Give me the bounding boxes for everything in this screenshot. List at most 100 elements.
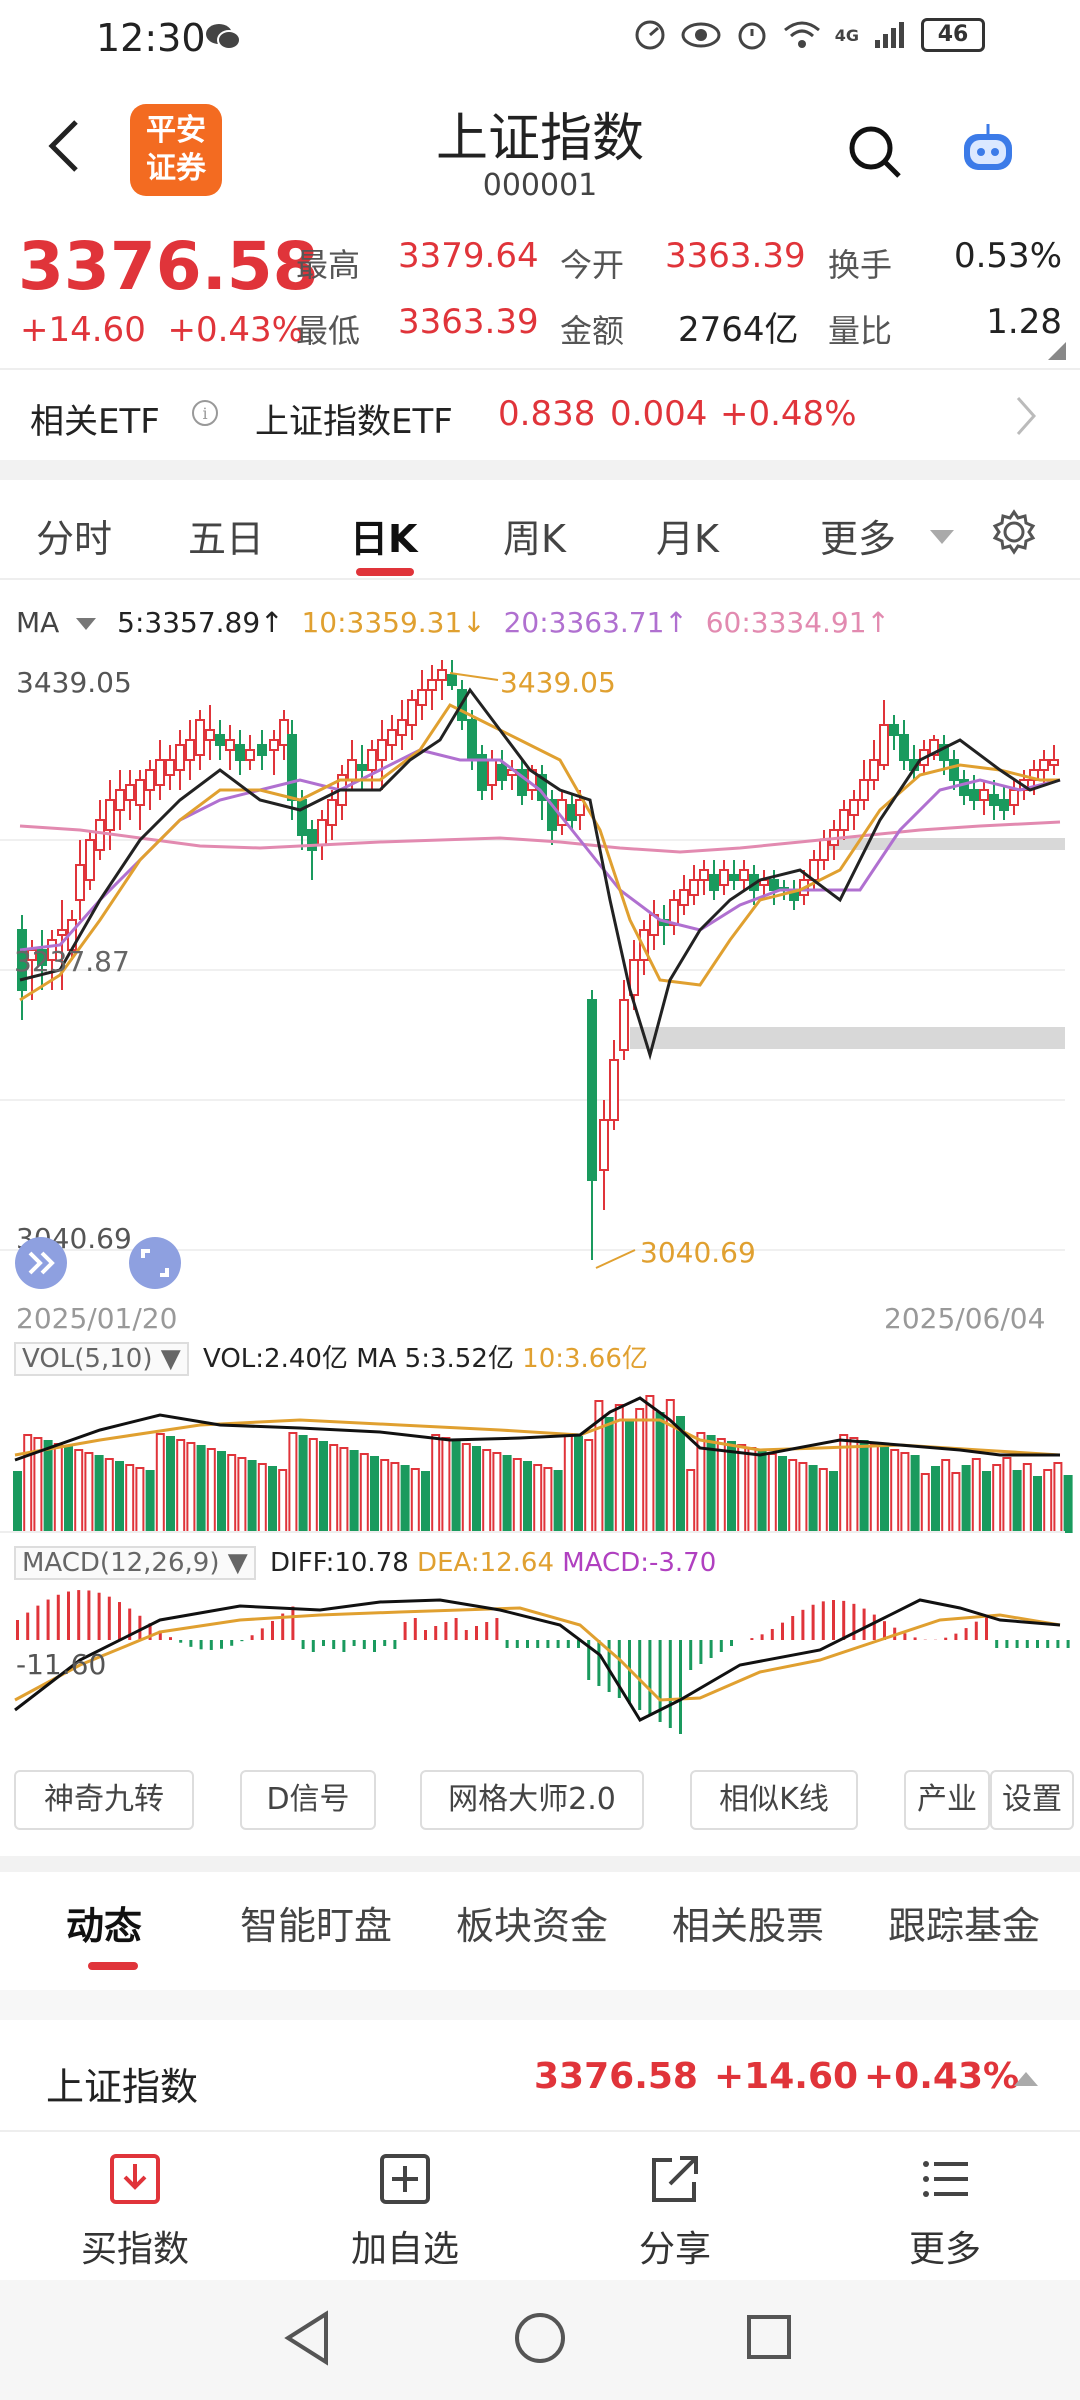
candle-body: [175, 744, 185, 771]
ma5-line: [19, 687, 1061, 1061]
divider: [0, 578, 1080, 580]
gear-icon[interactable]: [990, 508, 1038, 556]
macd-axis: -11.60: [16, 1648, 107, 1681]
macd-bar: [148, 1623, 152, 1640]
candle-body: [999, 799, 1009, 811]
volume-bar: [757, 1450, 767, 1533]
magic-nine-button[interactable]: 神奇九转: [14, 1770, 194, 1830]
search-icon[interactable]: [845, 122, 905, 182]
macd-bar: [322, 1640, 325, 1646]
macd-bar: [546, 1640, 550, 1648]
macd-bar: [719, 1640, 723, 1652]
tab-sector-funds[interactable]: 板块资金: [456, 1904, 609, 1948]
industry-button[interactable]: 产业: [904, 1770, 990, 1830]
macd-diff: DIFF:10.78: [270, 1548, 409, 1578]
volume-bar: [206, 1448, 216, 1533]
speedometer-icon: [635, 20, 665, 50]
candle-body: [959, 779, 969, 796]
macd-dea-line: [14, 1606, 1061, 1702]
macd-selector[interactable]: MACD(12,26,9) ▼: [14, 1546, 256, 1580]
candle-body: [939, 744, 949, 761]
high-marker-line: [449, 672, 499, 681]
vol-ma5-line: [14, 1396, 1060, 1462]
tab-monthly-k[interactable]: 月K: [656, 517, 719, 561]
tab-active-indicator: [356, 568, 414, 576]
system-nav-bar: [0, 2280, 1080, 2400]
tab-smart-watch[interactable]: 智能盯盘: [240, 1904, 393, 1948]
volume-bar: [747, 1447, 757, 1533]
divider: [0, 368, 1080, 370]
volume-bar: [859, 1440, 869, 1533]
back-button[interactable]: [40, 116, 90, 176]
fullscreen-icon[interactable]: [128, 1236, 182, 1290]
battery-icon: 46: [921, 18, 985, 52]
expand-corner-icon[interactable]: [1048, 342, 1066, 360]
candle-body: [185, 739, 195, 761]
macd-bar: [1015, 1640, 1019, 1648]
kline-chart[interactable]: [0, 650, 1080, 1750]
macd-bar: [444, 1622, 448, 1640]
share-icon: [652, 2156, 698, 2202]
tab-related-stocks[interactable]: 相关股票: [672, 1904, 825, 1948]
macd-bar: [750, 1638, 754, 1640]
etf-name: 上证指数ETF: [255, 402, 453, 442]
macd-bar: [209, 1640, 213, 1650]
share-button[interactable]: 分享: [595, 2152, 755, 2272]
candle-body: [215, 734, 225, 746]
tab-daily-k[interactable]: 日K: [350, 517, 418, 561]
info-icon[interactable]: i: [190, 398, 220, 428]
volume-bar: [227, 1454, 237, 1533]
add-watchlist-button[interactable]: 加自选: [325, 2152, 485, 2272]
macd-bar: [566, 1640, 570, 1648]
index-price: 3376.58: [534, 2056, 698, 2097]
buy-index-button[interactable]: 买指数: [55, 2152, 215, 2272]
nav-back-icon[interactable]: [282, 2310, 332, 2366]
tab-tracking-funds[interactable]: 跟踪基金: [888, 1904, 1041, 1948]
volume-bar: [492, 1452, 502, 1533]
candle-body: [387, 729, 397, 746]
tab-intraday[interactable]: 分时: [36, 517, 113, 561]
volume-bar: [512, 1458, 522, 1533]
candle-body: [407, 699, 417, 726]
macd-bar: [393, 1640, 397, 1649]
candle-body: [679, 889, 689, 906]
end-date: 2025/06/04: [884, 1302, 1046, 1335]
index-summary-row[interactable]: 上证指数 3376.58 +14.60 +0.43%: [0, 2030, 1080, 2130]
nav-home-icon[interactable]: [512, 2310, 568, 2366]
tab-news[interactable]: 动态: [66, 1904, 143, 1948]
volume-bar: [370, 1456, 379, 1533]
macd-bar: [56, 1594, 60, 1640]
grid-master-button[interactable]: 网格大师2.0: [420, 1770, 644, 1830]
candle-body: [327, 799, 337, 826]
candle-body: [1049, 759, 1059, 766]
tab-five-day[interactable]: 五日: [188, 517, 265, 561]
price-change: +14.60 +0.43%: [20, 310, 304, 350]
volume-bar: [13, 1471, 22, 1533]
settings-button[interactable]: 设置: [990, 1770, 1074, 1830]
volume-bar: [482, 1449, 492, 1533]
turnover-value: 0.53%: [953, 236, 1062, 276]
macd-bar: [628, 1640, 631, 1704]
candle-body: [609, 1059, 619, 1121]
index-name: 上证指数: [46, 2065, 199, 2109]
volume-bar: [359, 1453, 369, 1533]
ma-dropdown-icon[interactable]: [76, 618, 97, 630]
candle-body: [357, 764, 367, 771]
collapse-caret-icon[interactable]: [1014, 2072, 1038, 2086]
macd-bar: [883, 1621, 886, 1640]
nav-recents-icon[interactable]: [744, 2312, 794, 2362]
volume-selector[interactable]: VOL(5,10) ▼: [14, 1342, 189, 1376]
related-etf-row[interactable]: 相关ETF i 上证指数ETF 0.838 0.004 +0.48%: [0, 372, 1080, 460]
similar-kline-button[interactable]: 相似K线: [690, 1770, 858, 1830]
d-signal-button[interactable]: D信号: [240, 1770, 376, 1830]
ai-assistant-icon[interactable]: [958, 120, 1018, 180]
volume-bar: [1053, 1462, 1063, 1533]
tab-weekly-k[interactable]: 周K: [503, 517, 566, 561]
volume-bar: [829, 1471, 838, 1533]
fast-forward-icon[interactable]: [14, 1236, 68, 1290]
volume-bar: [268, 1466, 277, 1533]
candle-body: [347, 759, 357, 781]
app-logo: 平安证券: [130, 104, 222, 196]
tab-more[interactable]: 更多: [820, 517, 897, 561]
more-button[interactable]: 更多: [865, 2152, 1025, 2272]
